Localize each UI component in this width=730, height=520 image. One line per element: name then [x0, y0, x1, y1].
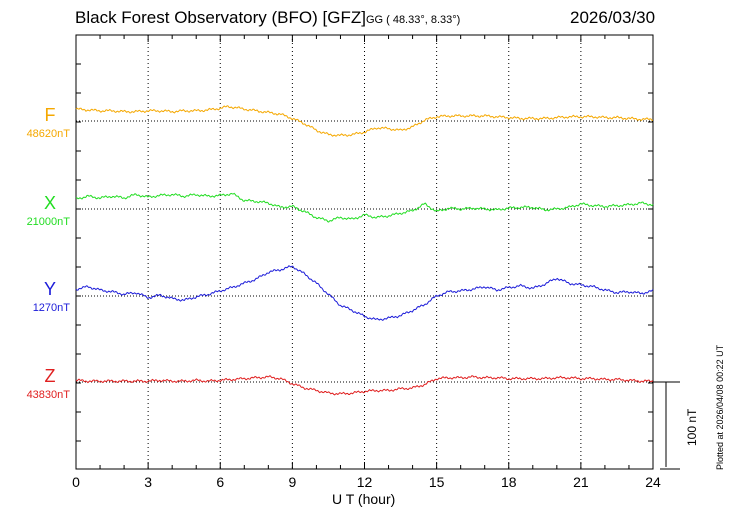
x-tick-label: 18 — [500, 474, 517, 490]
x-axis-label: U T (hour) — [332, 491, 396, 507]
baseline-value-z: 43830nT — [26, 389, 70, 401]
x-tick-label: 0 — [72, 474, 80, 490]
station-coordinates: GG ( 48.33°, 8.33°) — [365, 14, 461, 26]
x-tick-label: 24 — [645, 474, 661, 490]
baseline-value-f: 48620nT — [26, 128, 70, 140]
x-tick-label: 15 — [428, 474, 445, 490]
x-tick-label: 9 — [288, 474, 297, 490]
x-tick-label: 21 — [573, 474, 589, 490]
baseline-value-y: 1270nT — [32, 302, 70, 314]
series-line-z — [75, 375, 654, 396]
channel-label-x: X — [43, 193, 56, 213]
channel-label-z: Z — [44, 366, 56, 386]
series-line-f — [75, 105, 654, 137]
series-line-x — [75, 192, 654, 223]
x-tick-label: 12 — [356, 474, 373, 490]
x-tick-label: 6 — [216, 474, 225, 490]
channel-label-f: F — [44, 105, 56, 125]
plotted-timestamp: Plotted at 2026/04/08 00:22 UT — [715, 344, 725, 470]
title-text: Black Forest Observatory (BFO) [GFZ] — [75, 8, 366, 27]
scale-bar-label: 100 nT — [685, 408, 699, 446]
chart-title: Black Forest Observatory (BFO) [GFZ]GG (… — [75, 8, 460, 28]
baseline-value-x: 21000nT — [26, 216, 70, 228]
channel-label-y: Y — [43, 279, 56, 299]
x-tick-label: 3 — [144, 474, 153, 490]
chart-date: 2026/03/30 — [570, 8, 656, 27]
series-line-y — [75, 265, 654, 321]
